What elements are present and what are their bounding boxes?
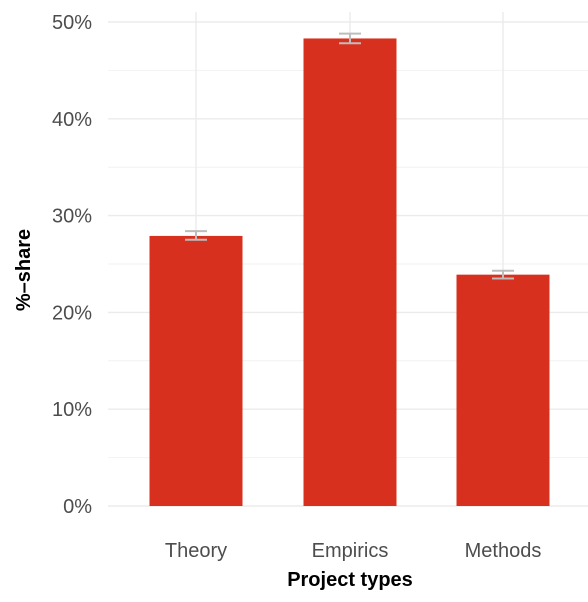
y-tick-label: 10%	[52, 399, 92, 421]
y-tick-label: 0%	[63, 496, 92, 518]
x-tick-label-theory: Theory	[165, 540, 227, 562]
y-tick-label: 40%	[52, 109, 92, 131]
error-bars	[185, 32, 514, 280]
x-tick-labels: Theory Empirics Methods	[165, 540, 541, 562]
y-tick-label: 50%	[52, 12, 92, 34]
bar-empirics	[303, 38, 397, 507]
y-tick-label: 20%	[52, 302, 92, 324]
bars	[149, 38, 550, 507]
y-tick-label: 30%	[52, 206, 92, 228]
error-bar-empirics	[339, 32, 361, 45]
y-tick-labels: 0% 10% 20% 30% 40% 50%	[52, 12, 92, 518]
x-tick-label-methods: Methods	[465, 540, 542, 562]
x-axis-title: Project types	[287, 569, 413, 591]
bar-methods	[456, 274, 550, 506]
bar-theory	[149, 235, 243, 507]
error-bar-theory	[185, 230, 207, 241]
y-axis-title: %–share	[13, 229, 35, 311]
error-bar-methods	[492, 269, 514, 280]
x-tick-label-empirics: Empirics	[312, 540, 389, 562]
